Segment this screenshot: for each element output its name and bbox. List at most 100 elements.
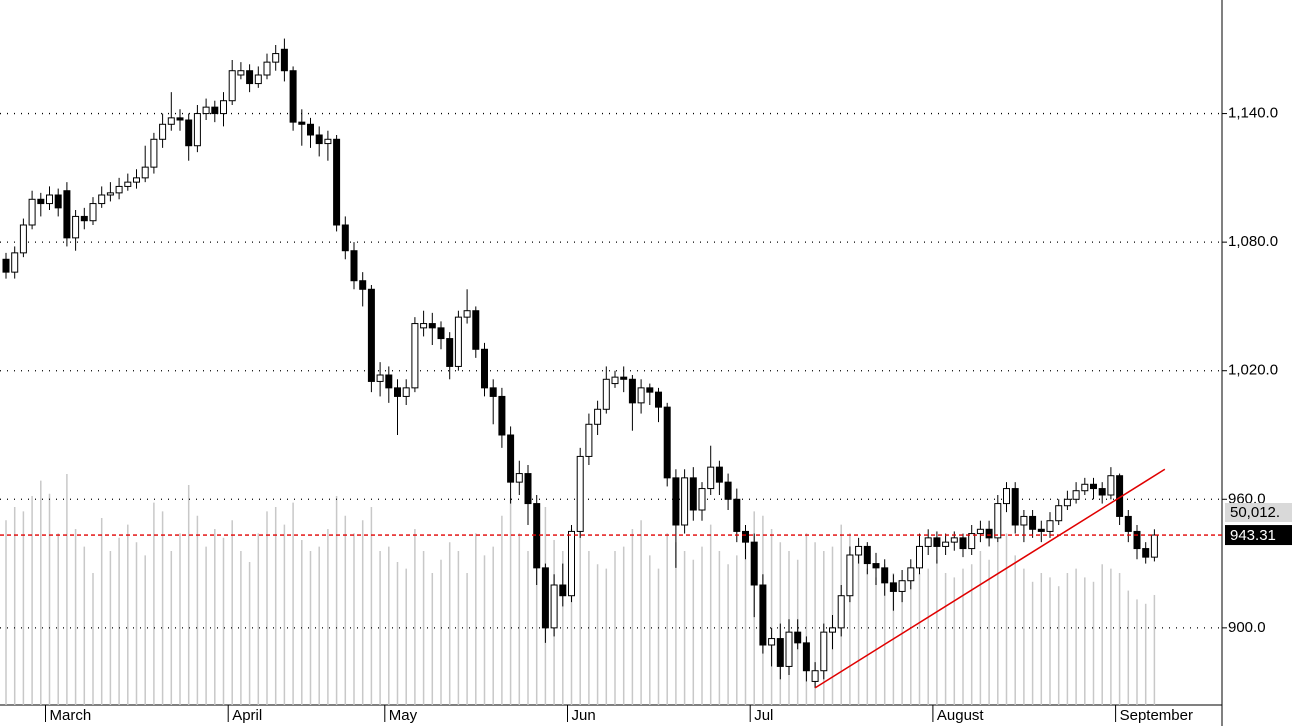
- last-price-box: [1225, 525, 1292, 546]
- candle-body: [672, 477, 680, 526]
- candle-body: [533, 503, 541, 569]
- candle-body: [324, 138, 332, 145]
- candle-body: [211, 106, 219, 115]
- candle-body: [1081, 483, 1089, 492]
- candle-body: [402, 387, 410, 397]
- candle-body: [663, 406, 671, 479]
- candle-body: [1063, 498, 1071, 507]
- candle-body: [594, 408, 602, 425]
- candle-body: [420, 323, 428, 329]
- candle-body: [350, 250, 358, 282]
- x-tick-label: Jul: [754, 707, 773, 724]
- y-tick-label: 1,140.0: [1228, 105, 1278, 122]
- candle-body: [237, 70, 245, 76]
- candle-body: [881, 567, 889, 584]
- x-tick-label: May: [389, 707, 418, 724]
- candle-body: [1055, 505, 1063, 522]
- candle-body: [776, 638, 784, 667]
- candle-body: [524, 473, 532, 505]
- candle-body: [802, 642, 810, 672]
- candle-body: [394, 387, 401, 397]
- candle-body: [19, 224, 27, 254]
- candle-body: [1142, 548, 1150, 558]
- candle-body: [437, 327, 445, 340]
- candle-body: [655, 391, 662, 408]
- candle-body: [724, 481, 732, 500]
- candle-body: [916, 545, 923, 569]
- volume-label: 50,012.: [1230, 504, 1280, 521]
- candle-body: [550, 584, 558, 629]
- candle-body: [298, 121, 306, 125]
- candle-body: [585, 423, 593, 457]
- candle-body: [646, 387, 654, 393]
- candle-body: [750, 541, 758, 586]
- candle-body: [611, 376, 619, 385]
- candle-body: [829, 627, 836, 633]
- candle-body: [707, 466, 715, 490]
- candle-body: [367, 288, 375, 382]
- candle-body: [742, 530, 749, 543]
- y-tick-label: 1,080.0: [1228, 233, 1278, 250]
- candle-body: [1046, 520, 1054, 532]
- candle-body: [1037, 528, 1045, 532]
- candle-body: [855, 545, 863, 556]
- y-tick-label: 1,020.0: [1228, 362, 1278, 379]
- candle-body: [289, 70, 297, 123]
- candle-body: [1020, 515, 1028, 526]
- candle-body: [498, 395, 506, 436]
- candle-body: [376, 374, 384, 382]
- candle-body: [733, 498, 741, 532]
- candle-body: [98, 194, 106, 205]
- candle-body: [220, 100, 227, 115]
- candle-body: [846, 554, 854, 597]
- candle-body: [454, 316, 462, 367]
- candle-body: [1133, 530, 1141, 550]
- candle-body: [2, 258, 10, 273]
- candle-body: [141, 166, 149, 179]
- candle-body: [907, 567, 915, 582]
- candle-body: [559, 584, 567, 597]
- candle-body: [794, 631, 802, 644]
- candle-body: [889, 582, 897, 592]
- x-tick-label: August: [937, 707, 985, 724]
- candle-body: [637, 387, 645, 404]
- candle-body: [46, 194, 53, 205]
- x-tick-label: September: [1120, 707, 1193, 724]
- candle-body: [185, 119, 193, 147]
- candle-body: [837, 595, 845, 629]
- candle-body: [72, 215, 80, 239]
- candle-body: [124, 181, 132, 187]
- candle-body: [463, 310, 471, 318]
- candle-body: [341, 224, 349, 252]
- candle-body: [150, 138, 158, 168]
- candle-body: [576, 455, 584, 532]
- candle-body: [246, 70, 254, 85]
- candle-body: [385, 374, 393, 389]
- candle-body: [489, 387, 497, 397]
- candle-body: [950, 537, 958, 543]
- candle-body: [1003, 488, 1010, 505]
- candle-body: [811, 670, 819, 682]
- candle-body: [924, 537, 932, 547]
- x-tick-label: March: [50, 707, 92, 724]
- candle-body: [63, 190, 71, 239]
- candle-body: [280, 48, 288, 72]
- candle-body: [898, 580, 906, 592]
- candle-body: [106, 192, 114, 196]
- candle-body: [507, 434, 515, 483]
- x-tick-label: April: [232, 707, 262, 724]
- candle-body: [11, 252, 19, 273]
- candle-body: [37, 198, 45, 205]
- candle-body: [759, 584, 767, 646]
- candle-body: [228, 70, 236, 102]
- candle-body: [872, 563, 880, 569]
- candle-body: [263, 61, 271, 76]
- candle-body: [115, 185, 123, 194]
- candle-body: [272, 53, 280, 63]
- candle-body: [942, 541, 950, 547]
- candle-body: [602, 378, 610, 410]
- candle-body: [359, 280, 367, 290]
- candle-body: [1072, 490, 1080, 500]
- candle-body: [167, 117, 175, 125]
